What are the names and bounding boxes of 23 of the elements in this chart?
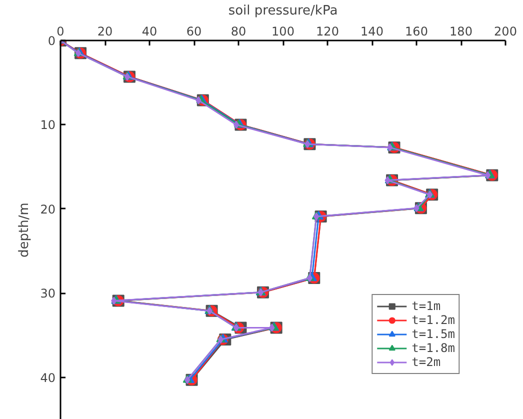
x-axis-title: soil pressure/kPa [228,4,338,18]
x-tick-label: 180 [450,24,472,38]
x-tick-label: 0 [56,24,64,38]
legend-label: t=1m [412,299,441,313]
y-axis-title: depth/m [17,202,32,258]
x-tick-label: 160 [405,24,428,38]
legend-label: t=1.8m [412,341,455,355]
legend-label: t=2m [412,355,441,369]
x-tick-label: 200 [494,24,517,38]
x-tick-label: 60 [186,24,202,38]
legend-label: t=1.5m [412,327,455,341]
x-tick-label: 100 [272,24,294,38]
legend-label: t=1.2m [412,313,455,327]
y-tick-label: 30 [40,286,56,301]
y-tick-label: 0 [48,34,56,48]
x-tick-label: 120 [316,24,339,38]
y-tick-label: 10 [40,118,56,132]
x-tick-label: 20 [97,24,113,38]
y-tick-label: 20 [40,202,56,216]
y-tick-label: 40 [40,370,56,385]
x-tick-label: 40 [142,24,158,38]
x-tick-label: 80 [230,24,246,38]
x-tick-label: 140 [360,24,384,38]
